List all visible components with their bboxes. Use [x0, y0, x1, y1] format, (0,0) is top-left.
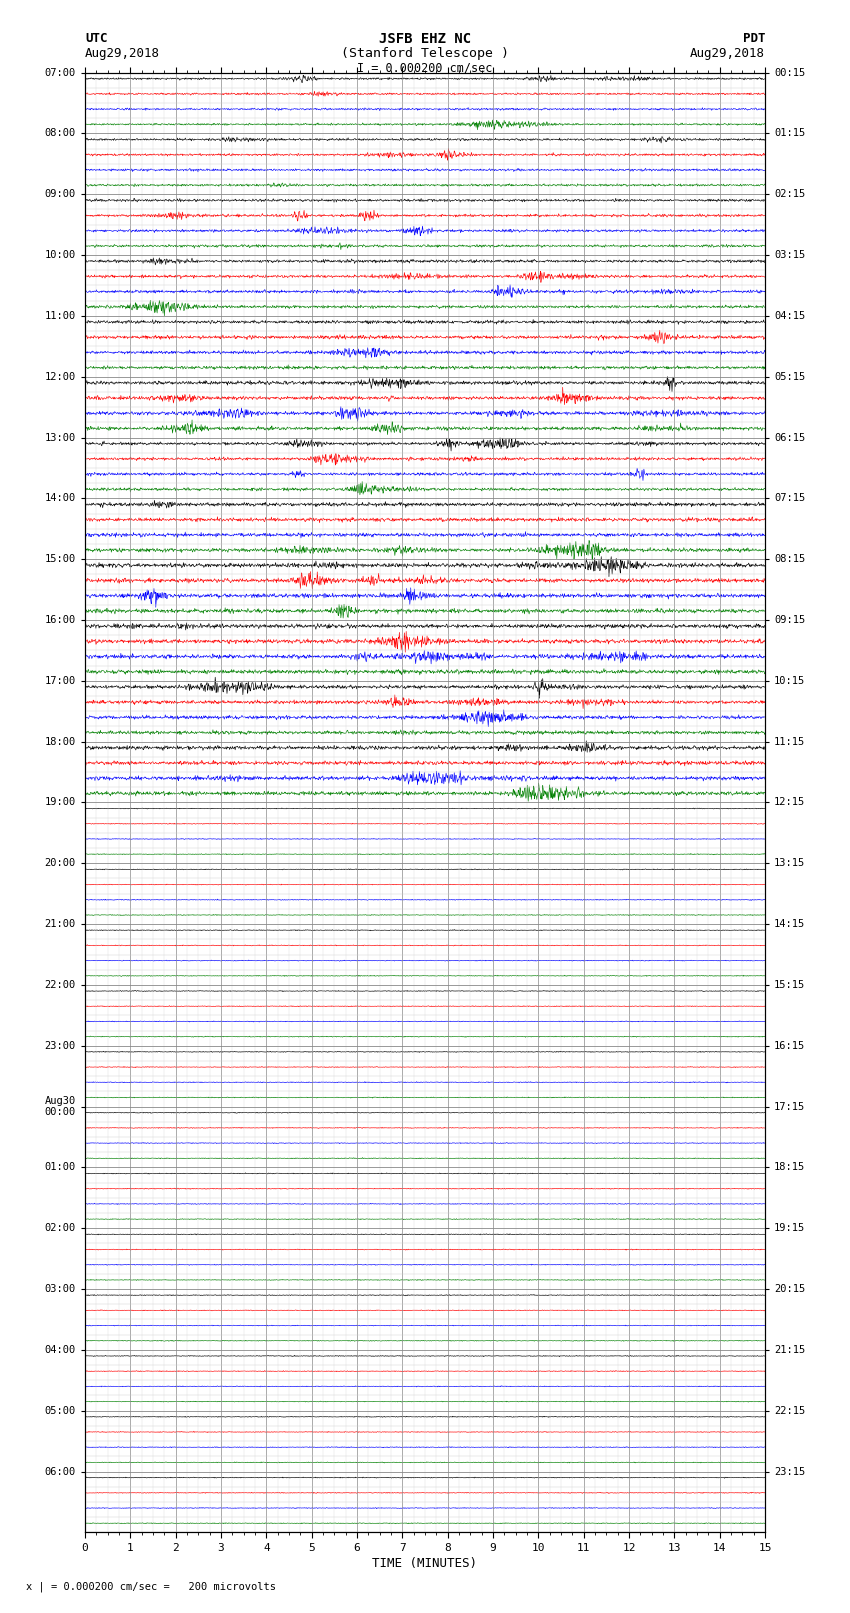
Text: JSFB EHZ NC: JSFB EHZ NC	[379, 32, 471, 47]
Text: (Stanford Telescope ): (Stanford Telescope )	[341, 47, 509, 60]
X-axis label: TIME (MINUTES): TIME (MINUTES)	[372, 1557, 478, 1569]
Text: Aug29,2018: Aug29,2018	[85, 47, 160, 60]
Text: PDT: PDT	[743, 32, 765, 45]
Text: UTC: UTC	[85, 32, 107, 45]
Text: x | = 0.000200 cm/sec =   200 microvolts: x | = 0.000200 cm/sec = 200 microvolts	[26, 1581, 275, 1592]
Text: I = 0.000200 cm/sec: I = 0.000200 cm/sec	[357, 61, 493, 74]
Text: Aug29,2018: Aug29,2018	[690, 47, 765, 60]
